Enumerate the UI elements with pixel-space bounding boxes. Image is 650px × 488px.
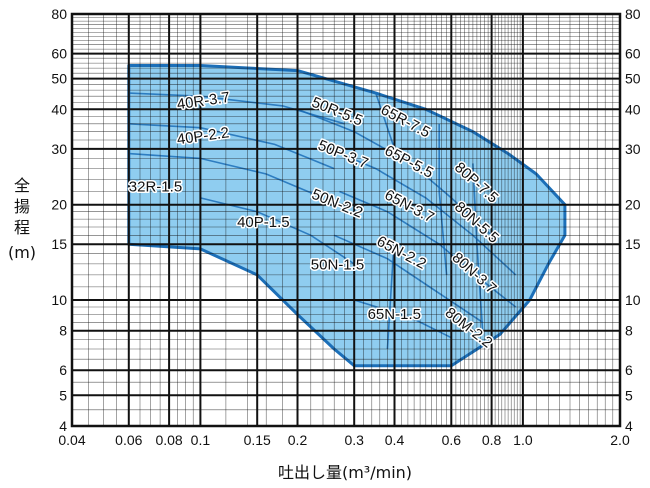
- y-tick-label-left-12: 80: [51, 6, 67, 22]
- x-tick-label-2: 0.06: [115, 432, 142, 448]
- y-axis-title: 全 揚 程 (m): [8, 176, 36, 262]
- x-tick-label-11: 1.0: [513, 432, 533, 448]
- y-tick-label-left-8: 30: [51, 141, 67, 157]
- y-tick-label-right-1: 4: [625, 418, 633, 434]
- region-label-3: 32R-1.5: [129, 179, 182, 196]
- y-tick-label-left-10: 50: [51, 71, 67, 87]
- y-tick-label-right-9: 40: [625, 101, 641, 117]
- y-tick-label-right-5: 10: [625, 292, 641, 308]
- y-tick-label-right-12: 80: [625, 6, 641, 22]
- y-tick-label-right-8: 30: [625, 141, 641, 157]
- x-tick-label-9: 0.6: [442, 432, 462, 448]
- region-boundary-8: [333, 234, 484, 323]
- x-tick-label-6: 0.2: [288, 432, 308, 448]
- x-tick-label-7: 0.3: [344, 432, 364, 448]
- grid-lines: [70, 12, 622, 428]
- y-tick-label-left-6: 15: [51, 236, 67, 252]
- y-tick-label-left-4: 8: [59, 323, 67, 339]
- y-tick-label-left-3: 6: [59, 362, 67, 378]
- y-axis-title-char-2: 揚: [14, 197, 30, 216]
- x-tick-label-3: 0.08: [155, 432, 182, 448]
- y-tick-label-left-11: 60: [51, 46, 67, 62]
- region-boundary-3: [128, 152, 324, 199]
- y-axis-title-char-3: 程: [14, 218, 30, 237]
- y-tick-label-right-3: 6: [625, 362, 633, 378]
- region-label-8: 50N-1.5: [311, 256, 364, 273]
- y-tick-label-left-1: 4: [59, 418, 67, 434]
- tick-labels: 0.04 0.06 0.08 0.1 0.15 0.2 0.3 0.4 0.6 0.8 1.0 2.0…: [51, 6, 640, 448]
- x-axis-title: 吐出し量(m³/min): [278, 463, 412, 482]
- y-tick-label-right-2: 5: [625, 387, 633, 403]
- y-axis-title-char-1: 全: [14, 176, 30, 195]
- x-tick-label-12: 2.0: [610, 432, 630, 448]
- y-tick-label-left-7: 20: [51, 197, 67, 213]
- x-tick-label-10: 0.8: [482, 432, 502, 448]
- region-boundary-2: [128, 123, 335, 170]
- x-tick-label-5: 0.15: [244, 432, 271, 448]
- y-tick-label-right-10: 50: [625, 71, 641, 87]
- y-axis-title-unit: (m): [8, 243, 36, 262]
- x-tick-label-4: 0.1: [191, 432, 211, 448]
- y-tick-label-right-6: 15: [625, 236, 641, 252]
- y-tick-label-right-11: 60: [625, 46, 641, 62]
- region-label-4: 40P-1.5: [237, 214, 290, 231]
- y-tick-label-left-9: 40: [51, 101, 67, 117]
- plot-frame: [70, 12, 622, 428]
- y-tick-label-left-2: 5: [59, 387, 67, 403]
- region-label-13: 65N-1.5: [368, 306, 421, 323]
- y-tick-label-right-7: 20: [625, 197, 641, 213]
- x-tick-label-8: 0.4: [385, 432, 405, 448]
- y-tick-label-right-4: 8: [625, 323, 633, 339]
- y-tick-label-left-5: 10: [51, 292, 67, 308]
- x-tick-label-1: 0.04: [58, 432, 85, 448]
